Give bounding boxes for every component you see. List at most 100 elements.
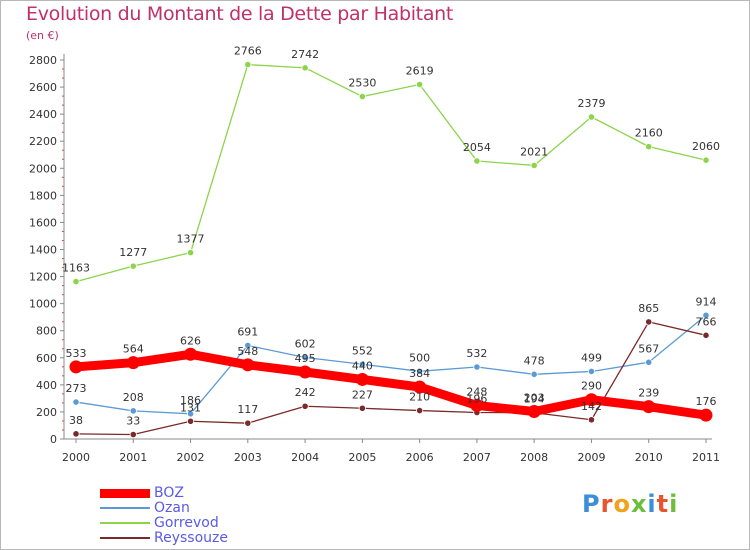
x-tick-label: 2006: [406, 451, 434, 464]
data-point-boz: [699, 408, 713, 422]
data-label-reyssouze: 194: [524, 393, 545, 406]
data-label-ozan: 602: [295, 338, 316, 351]
data-point-ozan: [244, 341, 252, 350]
data-label-ozan: 499: [581, 351, 602, 364]
data-label-gorrevod: 1277: [119, 246, 147, 259]
data-label-reyssouze: 142: [581, 400, 602, 413]
data-label-gorrevod: 2619: [406, 64, 434, 77]
data-point-gorrevod: [587, 113, 596, 121]
data-label-boz: 495: [295, 352, 316, 365]
data-point-gorrevod: [244, 61, 252, 69]
y-tick-label: 1200: [29, 271, 57, 284]
data-point-boz: [642, 400, 656, 414]
x-tick-label: 2009: [577, 451, 605, 464]
x-tick-label: 2007: [463, 451, 491, 464]
data-point-gorrevod: [301, 64, 309, 72]
series-line-boz: [71, 349, 711, 420]
data-point-reyssouze: [72, 430, 80, 438]
data-point-boz: [584, 393, 598, 407]
data-label-boz: 384: [409, 367, 430, 380]
data-label-boz: 239: [638, 387, 659, 400]
legend-item-gorrevod: Gorrevod: [100, 516, 219, 530]
data-label-boz: 548: [237, 345, 258, 358]
x-tick-label: 2003: [234, 451, 262, 464]
data-point-ozan: [416, 367, 424, 375]
data-label-ozan: 691: [237, 325, 258, 338]
y-tick-label: 1800: [29, 189, 57, 202]
data-point-reyssouze: [358, 404, 366, 412]
data-label-boz: 533: [66, 347, 87, 360]
x-tick-label: 2005: [348, 451, 376, 464]
data-label-ozan: 186: [180, 394, 201, 407]
data-label-reyssouze: 33: [126, 415, 140, 428]
logo-letter: x: [630, 490, 648, 518]
proxiti-logo: Proxiti: [582, 490, 678, 518]
data-label-reyssouze: 227: [352, 388, 373, 401]
chart-subtitle: (en €): [26, 29, 59, 42]
data-label-reyssouze: 766: [696, 315, 717, 328]
data-point-gorrevod: [645, 143, 653, 151]
data-point-boz: [355, 372, 369, 386]
data-label-reyssouze: 117: [237, 403, 258, 416]
y-tick-label: 1600: [29, 216, 57, 229]
y-tick-label: 0: [50, 433, 57, 446]
logo-letter: i: [669, 490, 679, 518]
data-point-boz: [69, 360, 83, 374]
data-label-gorrevod: 2021: [520, 145, 548, 158]
data-label-ozan: 552: [352, 344, 373, 357]
legend-swatch-boz: [100, 488, 150, 498]
data-point-ozan: [530, 370, 538, 378]
legend-label-reyssouze: Reyssouze: [154, 530, 228, 546]
data-point-ozan: [301, 353, 309, 362]
data-point-gorrevod: [186, 249, 195, 257]
data-label-boz: 440: [352, 359, 373, 372]
legend-item-boz: BOZ: [100, 486, 184, 500]
data-point-ozan: [72, 398, 80, 406]
y-tick-label: 200: [36, 406, 57, 419]
x-tick-label: 2004: [291, 451, 319, 464]
data-point-reyssouze: [186, 417, 195, 425]
data-label-reyssouze: 210: [409, 391, 430, 404]
data-point-boz: [413, 380, 427, 394]
data-point-ozan: [358, 360, 366, 368]
y-tick-label: 1400: [29, 244, 57, 257]
chart-title: Evolution du Montant de la Dette par Hab…: [26, 3, 454, 25]
data-point-ozan: [702, 311, 710, 319]
data-point-boz: [184, 347, 198, 361]
data-label-gorrevod: 2742: [291, 48, 319, 61]
y-tick-label: 2800: [29, 54, 57, 67]
data-label-ozan: 208: [123, 391, 144, 404]
legend-swatch-reyssouze: [100, 537, 150, 539]
x-tick-label: 2010: [635, 451, 663, 464]
data-point-gorrevod: [702, 156, 710, 164]
data-label-reyssouze: 242: [295, 386, 316, 399]
data-point-ozan: [645, 358, 653, 366]
y-tick-label: 2400: [29, 108, 57, 121]
data-label-boz: 626: [180, 334, 201, 347]
y-tick-label: 2600: [29, 81, 57, 94]
data-label-boz: 248: [466, 385, 487, 398]
data-point-reyssouze: [587, 416, 596, 424]
data-point-ozan: [129, 407, 137, 415]
y-tick-label: 600: [36, 352, 57, 365]
data-point-boz: [126, 356, 140, 370]
logo-letter: r: [600, 490, 614, 518]
data-point-gorrevod: [473, 157, 481, 165]
series-line-gorrevod: [75, 63, 707, 283]
data-label-ozan: 478: [524, 354, 545, 367]
data-label-ozan: 500: [409, 351, 430, 364]
data-point-boz: [470, 398, 484, 412]
x-tick-label: 2001: [119, 451, 147, 464]
data-label-gorrevod: 1163: [62, 262, 90, 275]
x-tick-label: 2008: [520, 451, 548, 464]
logo-letter: i: [647, 490, 657, 518]
data-point-boz: [298, 365, 312, 379]
data-point-gorrevod: [530, 161, 538, 170]
data-point-reyssouze: [702, 331, 710, 339]
legend-label-gorrevod: Gorrevod: [154, 515, 219, 531]
legend-swatch-gorrevod: [100, 522, 150, 524]
data-label-gorrevod: 2766: [234, 45, 262, 58]
x-tick-label: 2000: [62, 451, 90, 464]
y-tick-label: 800: [36, 325, 57, 338]
